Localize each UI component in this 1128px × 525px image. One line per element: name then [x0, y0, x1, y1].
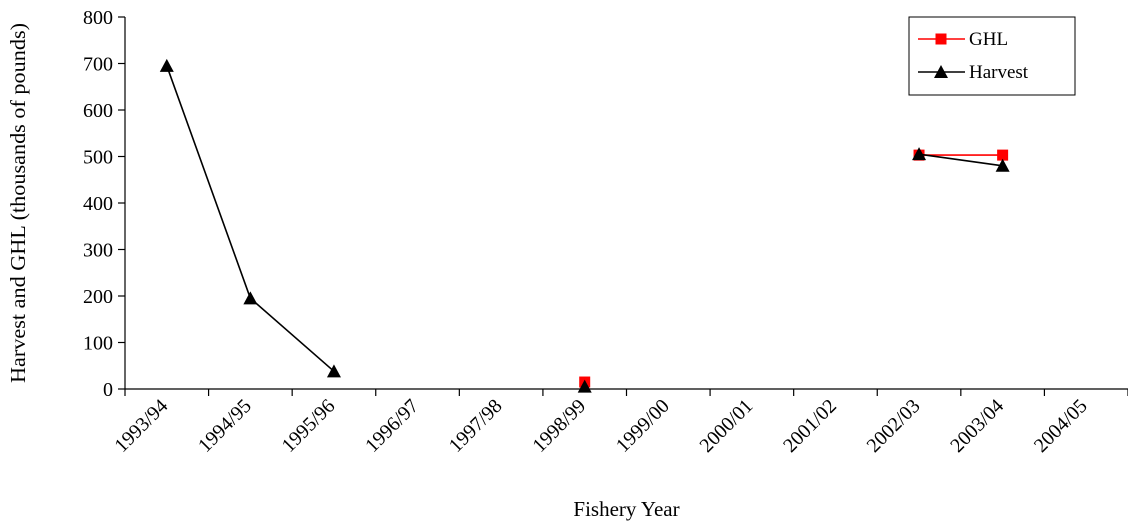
x-tick-label: 1999/00	[612, 395, 674, 457]
x-tick-label: 2002/03	[863, 395, 925, 457]
y-tick-label: 0	[103, 379, 113, 401]
harvest-point	[243, 291, 258, 305]
x-tick-label: 1997/98	[445, 395, 507, 457]
x-tick-label: 1996/97	[361, 395, 423, 457]
y-tick-label: 300	[83, 240, 113, 262]
harvest-line-segment	[918, 153, 1003, 167]
ghl-point	[997, 149, 1009, 161]
legend-ghl-label: GHL	[969, 29, 1008, 50]
legend-ghl-marker	[935, 33, 947, 45]
x-tick-label: 1995/96	[278, 395, 340, 457]
x-axis-ticks: 1993/94 1994/95 1995/96 1996/97 1997/98 1998/…	[110, 389, 1128, 457]
harvest-point	[159, 58, 174, 72]
y-tick-label: 400	[83, 193, 113, 215]
harvest-line-segment	[166, 65, 252, 299]
harvest-point	[912, 147, 927, 161]
x-tick-label: 2003/04	[946, 395, 1008, 457]
y-axis-title: Harvest and GHL (thousands of pounds)	[6, 23, 30, 383]
series-layer	[159, 58, 1010, 393]
y-tick-label: 500	[83, 147, 113, 169]
harvest-point	[326, 364, 341, 378]
series-harvest	[159, 58, 1010, 393]
x-axis-title: Fishery Year	[573, 497, 679, 521]
x-tick-label: 1998/99	[528, 395, 590, 457]
y-tick-label: 200	[83, 286, 113, 308]
y-tick-label: 600	[83, 100, 113, 122]
x-tick-label: 1994/95	[194, 395, 256, 457]
x-tick-label: 2004/05	[1030, 395, 1092, 457]
x-tick-label: 2001/02	[779, 395, 841, 457]
series-ghl	[579, 149, 1009, 388]
y-tick-label: 100	[83, 333, 113, 355]
y-tick-label: 800	[83, 7, 113, 29]
harvest-point	[577, 379, 592, 393]
y-axis-ticks: 0 100 200 300 400 500 600 700 800	[83, 7, 125, 401]
legend-harvest-label: Harvest	[969, 62, 1029, 83]
legend-harvest-marker	[934, 65, 948, 78]
harvest-point	[995, 158, 1010, 172]
legend: GHL Harvest	[908, 16, 1076, 96]
x-tick-label: 2000/01	[695, 395, 757, 457]
x-tick-label: 1993/94	[110, 395, 172, 457]
y-tick-label: 700	[83, 54, 113, 76]
harvest-line-segment	[249, 297, 335, 372]
legend-box	[908, 16, 1076, 96]
